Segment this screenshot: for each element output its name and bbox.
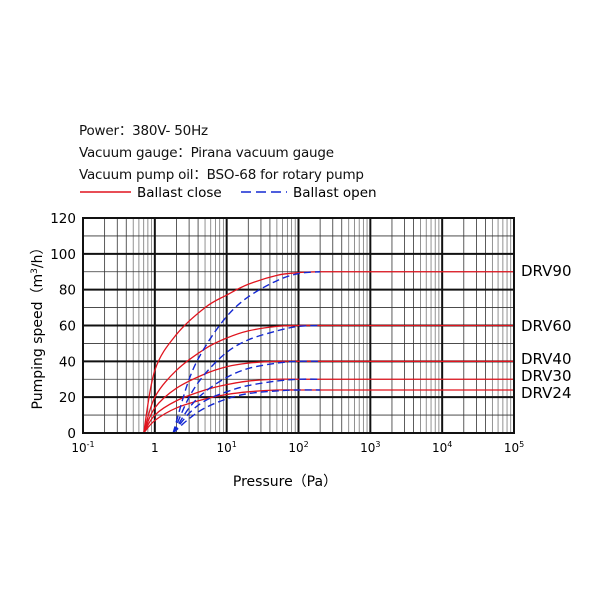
model-label: DRV90 [521,262,572,280]
x-tick-label: 101 [216,440,236,455]
legend-ballast-close: Ballast close [137,185,222,201]
gauge-spec: Vacuum gauge：Pirana vacuum gauge [79,145,334,161]
y-tick-label: 100 [50,247,76,263]
x-tick-label: 103 [360,440,380,455]
x-tick-label: 102 [288,440,308,455]
series-drv60-open [172,324,321,434]
y-tick-label: 60 [59,319,76,335]
series-drv60-close [143,324,514,434]
model-label: DRV40 [521,350,572,368]
x-tick-label: 104 [432,440,452,455]
y-tick-label: 80 [59,283,76,299]
series-drv30-open [172,378,321,434]
x-tick-label: 10-1 [71,440,94,455]
series-lines [143,271,514,434]
plot-frame [82,217,515,434]
legend: Ballast close Ballast open [80,185,377,201]
series-drv30-close [143,378,514,434]
series-drv24-open [172,389,321,434]
x-tick-label: 1 [151,441,159,455]
oil-spec: Vacuum pump oil：BSO-68 for rotary pump [79,167,364,183]
x-axis-ticks: 10-1 1 101 102 103 104 105 [71,440,524,455]
series-drv90-open [172,271,321,434]
y-tick-label: 20 [59,390,76,406]
power-spec: Power：380V- 50Hz [79,123,208,139]
series-drv40-open [172,360,321,434]
model-label: DRV30 [521,367,572,385]
series-drv90-close [143,271,514,434]
x-axis-label: Pressure（Pa） [233,474,337,490]
y-tick-label: 0 [67,426,76,442]
x-tick-label: 105 [504,440,524,455]
model-label: DRV60 [521,317,572,335]
model-label: DRV24 [521,384,572,402]
y-tick-label: 120 [50,211,76,227]
y-axis-label: Pumping speed（m3/h） [30,241,46,410]
y-tick-label: 40 [59,354,76,370]
legend-ballast-open: Ballast open [293,185,377,201]
y-axis-ticks: 0 20 40 60 80 100 120 [50,211,76,442]
